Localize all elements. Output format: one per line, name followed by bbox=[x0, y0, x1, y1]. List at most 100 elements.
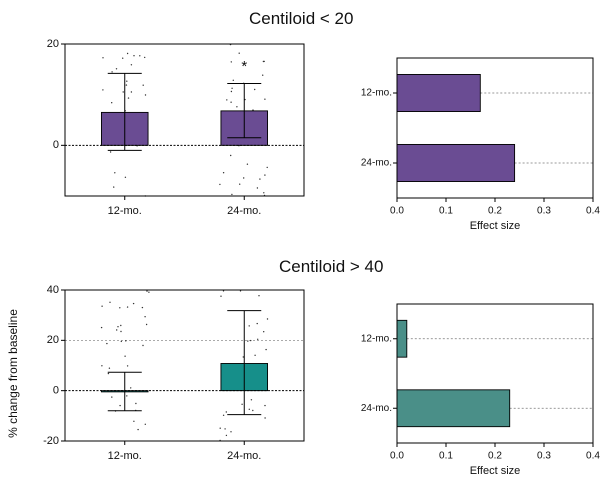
data-point-dot bbox=[262, 74, 264, 76]
effect-bar-24-mo. bbox=[396, 143, 516, 182]
data-point-dot bbox=[120, 330, 122, 333]
data-point-dot bbox=[137, 428, 139, 431]
data-point-dot bbox=[141, 306, 144, 309]
data-point-dot bbox=[256, 322, 258, 325]
data-point-dot bbox=[264, 98, 266, 100]
data-point-dot bbox=[248, 325, 250, 327]
y-tick-label: 20 bbox=[47, 38, 59, 50]
y-tick-label: 24-mo. bbox=[361, 158, 392, 169]
data-point-dot bbox=[241, 403, 243, 405]
data-point-dot bbox=[222, 172, 225, 174]
data-point-dot bbox=[102, 89, 104, 91]
data-point-dot bbox=[263, 60, 265, 63]
data-point-dot bbox=[106, 342, 108, 345]
data-point-dot bbox=[254, 354, 256, 356]
data-point-dot bbox=[225, 434, 228, 437]
y-tick-label: 12-mo. bbox=[361, 88, 392, 99]
data-point-dot bbox=[108, 367, 111, 369]
data-point-dot bbox=[117, 326, 119, 328]
data-point-dot bbox=[139, 55, 141, 57]
data-point-dot bbox=[148, 291, 150, 293]
data-point-dot bbox=[224, 428, 226, 430]
data-point-dot bbox=[222, 414, 225, 416]
data-point-dot bbox=[266, 318, 269, 320]
data-point-dot bbox=[238, 52, 240, 54]
data-point-dot bbox=[115, 68, 118, 70]
x-tick-label: 0.4 bbox=[586, 206, 600, 217]
x-tick-label: 0.0 bbox=[390, 451, 404, 462]
data-point-dot bbox=[243, 177, 245, 179]
data-point-dot bbox=[231, 87, 233, 90]
data-point-dot bbox=[101, 365, 103, 367]
x-tick-label: 24-mo. bbox=[227, 205, 261, 217]
data-point-dot bbox=[130, 64, 133, 66]
data-point-dot bbox=[144, 56, 146, 59]
x-tick-label: 0.2 bbox=[488, 451, 502, 462]
data-point-dot bbox=[259, 178, 261, 180]
data-point-dot bbox=[109, 151, 112, 153]
x-tick-label: 12-mo. bbox=[108, 450, 142, 462]
data-point-dot bbox=[102, 57, 104, 59]
data-point-dot bbox=[232, 79, 234, 82]
data-point-dot bbox=[219, 183, 221, 186]
y-tick-label: 20 bbox=[47, 334, 59, 346]
effect-bar-12-mo. bbox=[396, 319, 408, 358]
data-point-dot bbox=[222, 290, 225, 292]
data-point-dot bbox=[111, 396, 113, 398]
data-point-dot bbox=[126, 306, 129, 308]
data-point-dot bbox=[127, 97, 130, 99]
data-point-dot bbox=[122, 57, 124, 59]
x-axis-label: Effect size bbox=[470, 465, 521, 477]
data-point-dot bbox=[250, 339, 252, 342]
data-point-dot bbox=[257, 338, 259, 340]
data-point-dot bbox=[264, 174, 266, 176]
plot-frame bbox=[64, 289, 305, 442]
data-point-dot bbox=[230, 101, 232, 103]
effect-bar-12-mo. bbox=[396, 73, 481, 112]
data-point-dot bbox=[125, 340, 127, 342]
data-point-dot bbox=[242, 356, 244, 358]
x-tick-label: 0.3 bbox=[537, 206, 551, 217]
data-point-dot bbox=[263, 331, 265, 333]
data-point-dot bbox=[236, 106, 238, 108]
data-point-dot bbox=[124, 176, 127, 178]
data-point-dot bbox=[142, 84, 144, 86]
x-tick-label: 0.0 bbox=[390, 206, 404, 217]
data-point-dot bbox=[135, 402, 137, 405]
data-point-dot bbox=[126, 365, 129, 367]
data-point-dot bbox=[256, 187, 259, 189]
data-point-dot bbox=[126, 395, 128, 397]
data-point-dot bbox=[125, 84, 128, 86]
data-point-dot bbox=[101, 305, 103, 307]
data-point-dot bbox=[144, 94, 147, 96]
data-point-dot bbox=[119, 404, 121, 407]
data-point-dot bbox=[239, 183, 241, 185]
data-point-dot bbox=[264, 404, 266, 407]
y-axis-label: % change from baseline bbox=[6, 309, 20, 438]
y-tick-label: 0 bbox=[53, 139, 59, 151]
x-tick-label: 12-mo. bbox=[108, 205, 142, 217]
plot-frame bbox=[64, 43, 305, 197]
x-tick-label: 0.3 bbox=[537, 451, 551, 462]
x-tick-label: 0.1 bbox=[439, 206, 453, 217]
data-point-dot bbox=[250, 399, 253, 401]
data-point-dot bbox=[219, 427, 221, 429]
data-point-dot bbox=[113, 186, 115, 188]
data-point-dot bbox=[230, 154, 232, 157]
data-point-dot bbox=[142, 344, 144, 347]
data-point-dot bbox=[120, 324, 122, 327]
data-point-dot bbox=[258, 295, 260, 297]
data-point-dot bbox=[230, 431, 232, 433]
data-point-dot bbox=[133, 420, 135, 422]
data-point-dot bbox=[266, 166, 268, 169]
data-point-dot bbox=[220, 295, 222, 297]
data-point-dot bbox=[120, 340, 123, 343]
data-point-dot bbox=[100, 326, 103, 329]
y-tick-label: 24-mo. bbox=[361, 403, 392, 414]
data-point-dot bbox=[230, 61, 232, 63]
data-point-dot bbox=[119, 307, 121, 309]
data-point-dot bbox=[122, 91, 124, 93]
data-point-dot bbox=[254, 88, 256, 91]
data-point-dot bbox=[226, 99, 228, 101]
